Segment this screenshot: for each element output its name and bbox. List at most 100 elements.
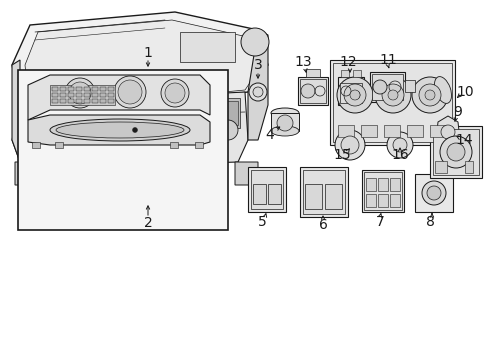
Bar [333,63,452,142]
Bar [68,99,74,103]
Bar [361,125,377,137]
Text: 10: 10 [456,85,474,99]
Text: 12: 12 [339,55,357,69]
Bar [18,70,228,230]
Circle shape [341,136,359,154]
Circle shape [277,115,293,131]
Circle shape [419,84,441,106]
Polygon shape [248,30,268,140]
Circle shape [427,186,441,200]
Circle shape [301,84,315,98]
Bar [148,101,238,125]
Text: 1: 1 [144,46,152,60]
Polygon shape [28,115,210,145]
Circle shape [29,126,47,144]
Circle shape [33,130,43,140]
Bar [370,72,405,102]
Bar [305,184,322,209]
Bar [92,93,98,97]
Polygon shape [12,92,248,165]
Bar [366,194,376,207]
Bar [170,142,178,148]
Circle shape [65,78,95,108]
Bar [330,60,455,145]
Bar [108,99,114,103]
Bar [465,161,473,173]
Polygon shape [235,162,258,185]
Bar [372,74,403,100]
Circle shape [132,127,138,132]
Circle shape [165,83,185,103]
Text: 15: 15 [333,148,351,162]
Bar [76,93,82,97]
Bar [32,142,40,148]
Bar [298,77,328,105]
Bar [108,87,114,91]
Bar [251,170,283,209]
Bar [68,93,74,97]
Circle shape [350,90,360,100]
Bar [325,184,342,209]
Circle shape [178,125,192,139]
Text: 9: 9 [454,105,463,119]
Polygon shape [35,103,130,135]
Bar [52,93,58,97]
Bar [430,125,446,137]
Polygon shape [28,75,210,120]
Text: 5: 5 [258,215,267,229]
Bar [84,99,90,103]
Bar [108,93,114,97]
Circle shape [387,132,413,158]
Bar [378,194,388,207]
Circle shape [440,136,472,168]
Circle shape [253,87,263,97]
Bar [60,87,66,91]
Ellipse shape [271,108,299,118]
Bar [76,99,82,103]
Bar [306,69,320,77]
Circle shape [393,138,407,152]
Circle shape [388,90,398,100]
Text: 6: 6 [318,218,327,232]
Bar [415,174,453,212]
Circle shape [249,83,267,101]
Bar [180,32,235,62]
Text: 11: 11 [379,53,397,67]
Bar [338,125,354,137]
Bar [248,167,286,212]
Bar [68,87,74,91]
Bar [390,194,400,207]
Circle shape [337,77,373,113]
Bar [340,83,362,103]
Bar [433,129,479,175]
Polygon shape [15,162,35,185]
Circle shape [161,79,189,107]
Circle shape [375,77,411,113]
Bar [52,99,58,103]
Bar [52,87,58,91]
Circle shape [173,120,197,144]
Bar [378,178,388,191]
Bar [76,87,82,91]
Bar [364,172,402,210]
Circle shape [412,77,448,113]
Circle shape [422,181,446,205]
Text: 8: 8 [425,215,435,229]
Bar [195,142,203,148]
Bar [268,184,281,204]
Text: 7: 7 [376,215,384,229]
Ellipse shape [271,126,299,136]
Text: 3: 3 [254,58,262,72]
Bar [362,170,404,212]
Circle shape [335,130,365,160]
Bar [338,77,364,105]
Bar [84,87,90,91]
Bar [390,178,400,191]
Circle shape [69,82,91,104]
Bar [100,99,106,103]
Bar [100,87,106,91]
Bar [55,142,63,148]
Circle shape [344,84,366,106]
Bar [366,178,376,191]
Bar [300,79,326,103]
